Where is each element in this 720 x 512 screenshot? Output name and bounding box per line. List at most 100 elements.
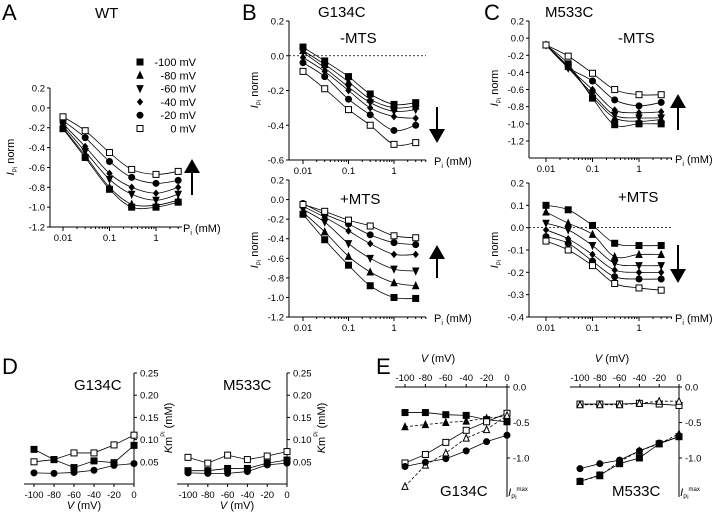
marker-square-open [345, 106, 352, 114]
label-sub: Pi [683, 495, 688, 501]
series-line [579, 436, 680, 470]
label-part: norm [249, 232, 261, 260]
fit-curve [302, 57, 416, 119]
legend-label: -20 mV [161, 110, 197, 122]
marker-square-open [635, 91, 643, 99]
x-tick-label: 1 [391, 323, 396, 334]
marker-square-open [283, 448, 291, 456]
y-tick-label: -1.0 [29, 203, 45, 214]
marker-circle [50, 469, 58, 477]
marker-diamond [412, 250, 419, 259]
marker-square-open [611, 86, 619, 94]
y-tick-label: -0.4 [508, 312, 524, 323]
marker-square-open [81, 127, 89, 135]
marker-diamond [611, 266, 618, 274]
marker-circle [184, 469, 192, 477]
title-wt: WT [95, 5, 118, 22]
label-part: I [489, 103, 501, 106]
x-tick-label: -100 [570, 373, 589, 384]
label-part: norm [5, 139, 17, 167]
marker-diamond [345, 86, 352, 95]
marker-circle [442, 455, 450, 463]
marker-circle [110, 461, 118, 469]
marker-triangle-up [610, 251, 619, 261]
x-axis-label: Pi (mM) [434, 313, 472, 327]
marker-square-open [412, 234, 420, 242]
legend-label: -80 mV [161, 70, 197, 82]
x-tick-label: -100 [178, 490, 197, 501]
y-tick-label: -1.0 [513, 454, 529, 465]
title-d-g134c: G134C [74, 377, 122, 394]
y-tick-label: 0.20 [293, 391, 312, 402]
x-tick-label: 1 [636, 323, 641, 334]
marker-circle [224, 469, 232, 477]
x-tick-label: 0.01 [54, 233, 73, 244]
marker-square-open [128, 165, 136, 173]
y-tick-label: -1.0 [685, 454, 701, 465]
x-tick-label: 0.1 [342, 166, 355, 177]
y-tick-label: -1.2 [508, 136, 524, 147]
marker-diamond [128, 183, 135, 192]
label-sup: max [517, 487, 528, 493]
x-tick-label: -20 [107, 490, 121, 501]
marker-circle [299, 59, 307, 67]
marker-square-open [30, 458, 38, 466]
label-sub: i [682, 161, 684, 168]
marker-circle [611, 273, 619, 281]
marker-square-open [366, 121, 374, 129]
marker-diamond [412, 114, 419, 123]
marker-circle [503, 431, 511, 439]
legend-item: -80 mV [136, 70, 197, 82]
chart-d-right: 0.25 0.20 0.15 0.10 0.05 -100 -80 -60 -40 -20 0 V (… [177, 369, 328, 512]
marker-circle [390, 126, 398, 134]
marker-circle [70, 468, 78, 476]
x-tick-label: -60 [439, 373, 453, 384]
axis-label-y: KmPi (mM) [314, 403, 328, 454]
marker-square-open [184, 453, 192, 461]
marker-triangle-open [442, 448, 450, 457]
fit-curve [62, 127, 179, 207]
marker-triangle-down [390, 107, 398, 117]
legend-label: -40 mV [161, 97, 197, 109]
fit-curve [545, 204, 662, 247]
label-part: (mM) [316, 403, 328, 432]
marker-triangle-open [576, 400, 584, 409]
chart-a: 0.2 0.0 -0.2 -0.4 -0.6 -0.8 -1.0 -1.2 0.01 0.1 1 Pi… [5, 84, 221, 245]
marker-square-filled [611, 121, 619, 129]
marker-triangle-up [635, 249, 643, 258]
y-tick-label: -0.6 [268, 156, 284, 167]
marker-square-filled [657, 242, 665, 250]
y-tick-label: -0.6 [268, 254, 284, 265]
marker-circle [204, 469, 212, 477]
label-sub: Pi [257, 260, 263, 265]
label-part: K [163, 445, 175, 453]
title-g134c: G134C [318, 4, 366, 21]
fit-curve [302, 62, 416, 132]
axis-label-y: IPimax [680, 487, 700, 501]
y-tick-label: 0.15 [293, 413, 312, 424]
x-tick-label: -80 [419, 373, 433, 384]
legend-item: -100 mV [136, 57, 197, 69]
y-tick-label: 0.05 [293, 457, 312, 468]
marker-triangle-up [615, 456, 624, 466]
y-tick-label: 0.10 [293, 435, 312, 446]
marker-triangle-down [152, 196, 160, 205]
marker-triangle-down [344, 240, 353, 249]
marker-square-open [366, 222, 374, 230]
marker-circle [263, 461, 271, 469]
x-axis-label: Pi (mM) [675, 154, 713, 168]
x-tick-label: 0.1 [586, 164, 599, 175]
y-tick-label: 0.0 [511, 223, 524, 234]
y-tick-label: -0.4 [29, 143, 45, 154]
series-line [187, 451, 288, 464]
marker-diamond [106, 169, 113, 178]
marker-circle [421, 458, 429, 466]
marker-square-filled [412, 294, 420, 302]
label-part: norm [489, 70, 501, 98]
marker-circle [483, 438, 491, 446]
marker-square-open [657, 286, 665, 294]
arrow-up-icon [670, 94, 686, 108]
label-part: P [183, 223, 190, 235]
fit-curve [545, 44, 662, 119]
